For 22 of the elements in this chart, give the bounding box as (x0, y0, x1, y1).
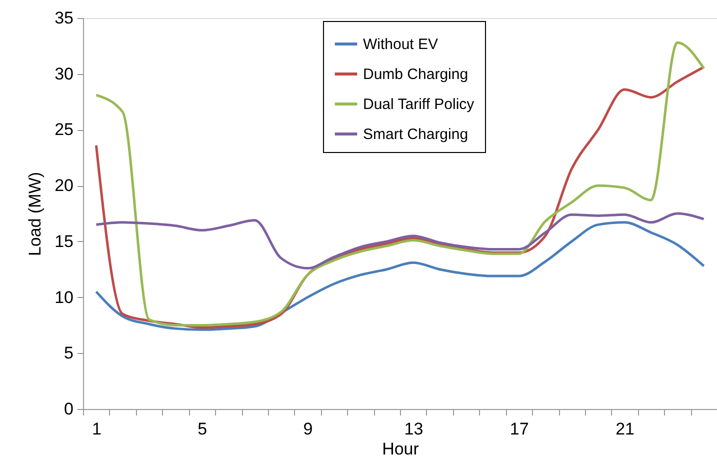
line-series (94, 212, 706, 270)
x-tick-label: 13 (404, 420, 424, 438)
y-tick-label: 0 (64, 400, 74, 418)
y-axis-title: Load (MW) (26, 172, 45, 256)
y-tick-label: 25 (54, 120, 74, 140)
x-tick-label: 17 (510, 420, 529, 438)
x-tick-label: 1 (92, 420, 102, 438)
x-tick-label: 21 (616, 420, 635, 438)
y-tick-label: 5 (64, 344, 74, 363)
legend-label: Without EV (363, 36, 438, 53)
y-tick-label: 35 (54, 8, 74, 28)
y-tick-label: 15 (54, 232, 74, 251)
legend-label: Dumb Charging (363, 66, 468, 83)
line-series (94, 221, 706, 331)
x-tick-label: 9 (303, 420, 313, 438)
x-tick-label: 5 (198, 420, 208, 438)
legend-label: Dual Tariff Policy (363, 96, 475, 113)
y-tick-label: 20 (54, 176, 74, 196)
y-tick-label: 30 (54, 64, 74, 84)
legend-label: Smart Charging (363, 126, 468, 143)
y-tick-label: 10 (54, 288, 74, 307)
x-axis-title: Hour (382, 440, 420, 458)
